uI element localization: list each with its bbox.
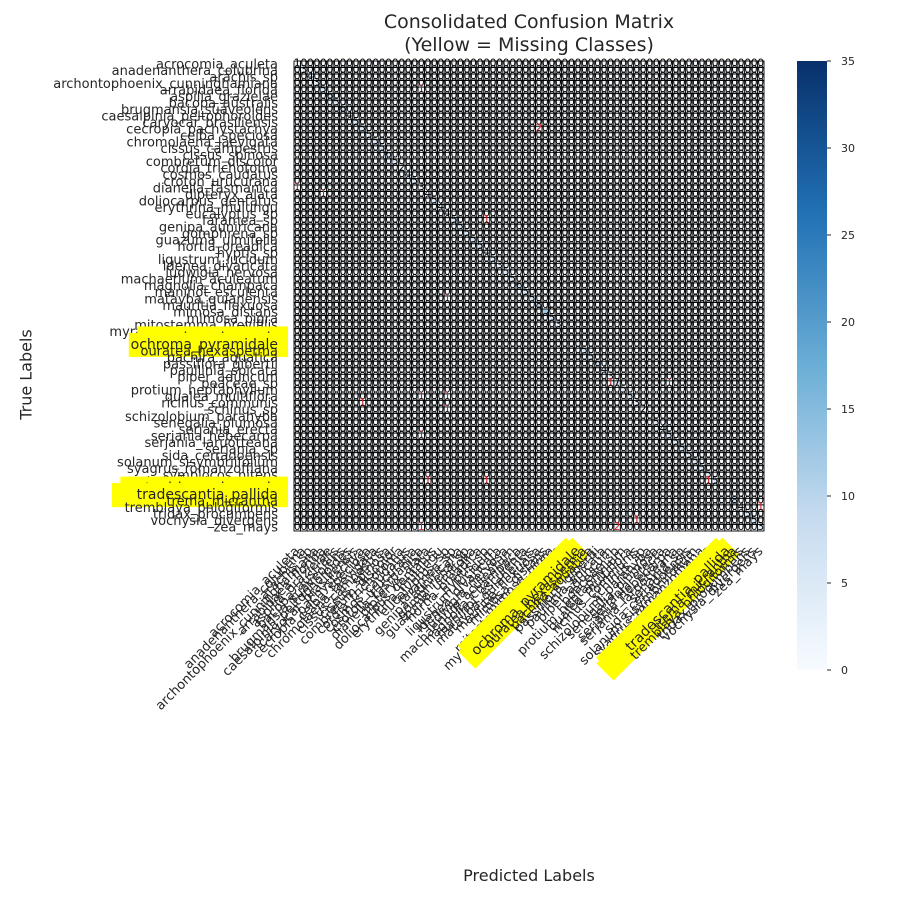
y-tick-label: guazuma_ulmifolia: [156, 234, 279, 249]
y-tick-label: dipteryx_alata: [185, 188, 278, 203]
y-tick-label: piper_aduncum: [177, 371, 278, 386]
y-tick-label: hyptis_sp: [217, 247, 278, 262]
y-tick-label: serjania_erecta: [179, 423, 278, 438]
y-tick-label: combretum_discolor: [146, 155, 279, 170]
y-tick-label: trema_micrantha: [166, 495, 278, 510]
y-tick-label: solanum_sisymbriifolium: [117, 455, 278, 470]
cell-value-label: 1: [294, 57, 301, 69]
cell-value-label: 0: [379, 57, 386, 69]
cell-value-label: 0: [385, 57, 392, 69]
y-tick-label: croton_urucurana: [163, 175, 278, 190]
cell-value-label: 0: [359, 57, 366, 69]
y-tick-label: magnolia_champaca: [144, 279, 278, 294]
y-tick-label: faramea_sp: [202, 214, 278, 229]
y-tick-label: passiflora_gibertii: [163, 358, 278, 373]
y-tick-label: ricinus_communis: [161, 397, 278, 412]
y-tick-label: ceiba_speciosa: [180, 129, 278, 144]
y-tick-label: eucalyptus_sp: [185, 207, 278, 222]
y-tick-label: matayba_guianensis: [144, 292, 278, 307]
cell-value-label: 0: [327, 57, 334, 69]
y-tick-label: caesalpinia_peltophoroides: [101, 109, 278, 124]
y-tick-label: ouratea_hexasperma: [140, 344, 278, 359]
y-tick-label: hortia_oreadica: [177, 240, 278, 255]
y-tick-label: manihot_esculenta: [155, 286, 278, 301]
y-tick-label: tridax_procumbens: [153, 508, 278, 523]
y-tick-label: vochysia_divergens: [150, 514, 278, 529]
y-tick-label: erythrina_mulungu: [154, 201, 278, 216]
y-tick-label: ludwigia_nervosa: [165, 266, 278, 281]
y-tick-label: syagrus_romanzoffiana: [127, 462, 278, 477]
y-tick-label: acrocomia_aculeta: [156, 57, 278, 72]
cell-value-label: 0: [366, 57, 373, 69]
y-tick-label: dianella_tasmanica: [153, 181, 278, 196]
y-tick-label: genipa_auniricana: [159, 220, 278, 235]
missing-class-highlight: [128, 332, 288, 357]
cell-value-label: 0: [300, 57, 307, 69]
y-tick-label: mauritia_flexuosa: [162, 299, 278, 314]
chart-title-line-2: (Yellow = Missing Classes): [294, 34, 764, 56]
y-tick-label: senegalia_plumosa: [154, 416, 278, 431]
y-tick-label: doliocarpus_dentatus: [139, 194, 278, 209]
y-tick-label: qualea_multiflora: [165, 390, 278, 405]
cell-value-label: 0: [346, 57, 353, 69]
y-tick-label: arachis_sp: [209, 70, 278, 85]
y-tick-label: schinus_sp: [207, 403, 278, 418]
cell-value-label: 0: [307, 57, 314, 69]
y-tick-label: brugmansia_suaveolens: [121, 103, 278, 118]
cell-value-label: 0: [353, 57, 360, 69]
cell-value-label: 0: [372, 57, 379, 69]
y-tick-label: tremblaya_phlogiformis: [125, 501, 279, 516]
cell-value-label: 0: [333, 57, 340, 69]
y-tick-label: anadenanthera_colubrina: [112, 64, 278, 79]
y-tick-label: mimosa_distans: [173, 305, 278, 320]
y-tick-label: cecropia_pachystachya: [126, 123, 278, 138]
y-tick-labels: acrocomia_aculetaanadenanthera_colubrina…: [53, 57, 289, 536]
cell-value-label: 0: [314, 57, 321, 69]
y-tick-label: schizolobium_parahyba: [125, 410, 278, 425]
y-tick-label: serjania_laruotteana: [145, 436, 279, 451]
y-tick-label: serjania_hebecarpa: [151, 429, 278, 444]
cell-value-label: 0: [340, 57, 347, 69]
y-tick-label: tradescantia_pallida: [137, 487, 278, 503]
y-tick-label: cosmos_caudatus: [163, 168, 279, 183]
y-tick-label: paullinia_spicata: [170, 364, 278, 379]
chart-title-line-1: Consolidated Confusion Matrix: [294, 11, 764, 33]
y-tick-label: archontophoenix_cunninghamiana: [53, 77, 278, 92]
y-tick-label: gomphrena_sp: [182, 227, 278, 242]
y-tick-label: cissus_campestris: [161, 142, 279, 157]
y-tick-label: aspilia_grazielae: [170, 90, 278, 105]
y-tick-label: mimosa_pigra: [186, 312, 278, 327]
y-tick-label: serjania_sp: [205, 442, 278, 457]
y-tick-label: caryocar_brasiliensis: [142, 116, 278, 131]
y-tick-label: arrabidaea_florida: [160, 83, 278, 98]
y-tick-label: machaerium_aculeatum: [121, 273, 278, 288]
y-tick-label: bacopa_australis: [169, 96, 279, 111]
y-tick-label: chromolaena_laevigata: [127, 136, 278, 151]
y-tick-label: ligustrum_lucidum: [158, 253, 278, 268]
y-tick-label: sida_cerradoensis: [162, 449, 279, 464]
y-tick-label: ldenea_divaricata: [163, 260, 278, 275]
y-tick-label: zea_mays: [214, 521, 279, 536]
y-tick-label: poaceae_sp: [201, 377, 278, 392]
y-tick-label: cissus_spinosa: [183, 149, 278, 164]
y-tick-label: ochroma_pyramidale: [131, 337, 278, 353]
y-tick-label: protium_heptaphyllum: [131, 384, 278, 399]
missing-class-highlight: [112, 483, 288, 508]
cell-value-label: 0: [320, 57, 327, 69]
y-tick-label: cordia_trichotoma: [160, 162, 278, 177]
y-tick-label: pachira_aquatica: [167, 351, 278, 366]
